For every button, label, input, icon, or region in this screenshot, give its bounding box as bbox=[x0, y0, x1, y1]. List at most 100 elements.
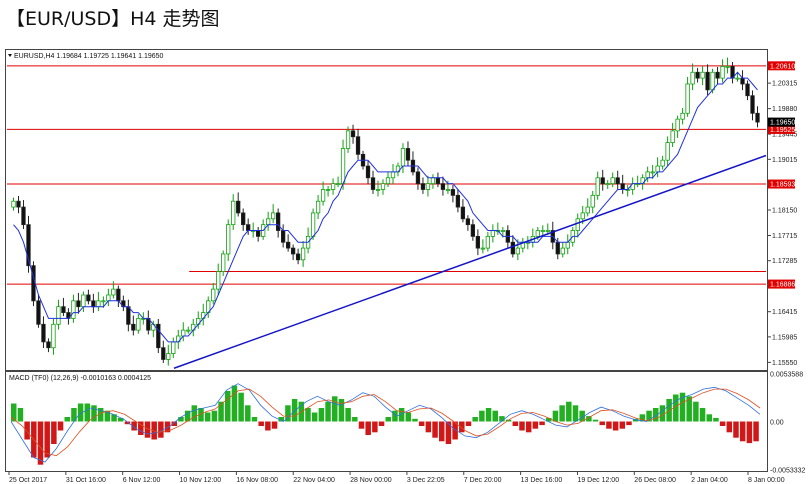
candle-body bbox=[370, 177, 376, 190]
candle-body bbox=[740, 77, 745, 85]
candles bbox=[11, 57, 760, 366]
candle-body bbox=[211, 288, 216, 302]
time-tick-label: 7 Dec 20:00 bbox=[464, 477, 502, 484]
candle-body bbox=[425, 183, 431, 190]
candle-body bbox=[585, 206, 590, 214]
macd-bar bbox=[472, 417, 478, 422]
candle-body bbox=[236, 200, 241, 214]
sma-path bbox=[13, 71, 758, 343]
candle-body bbox=[575, 218, 580, 231]
candle-body bbox=[106, 294, 111, 302]
candle-body bbox=[355, 136, 361, 155]
candle-body bbox=[11, 200, 16, 208]
candle-body bbox=[650, 171, 655, 174]
macd-bar bbox=[218, 401, 224, 422]
level-badge-label: 1.16886 bbox=[770, 282, 795, 289]
macd-bar bbox=[64, 417, 70, 422]
candle-body bbox=[36, 300, 41, 325]
candle-body bbox=[590, 194, 595, 208]
price-tick-label: 1.15985 bbox=[772, 334, 797, 341]
candle-body bbox=[380, 183, 386, 190]
macd-bar bbox=[198, 408, 204, 422]
symbol-header: EURUSD,H4 1.19684 1.19725 1.19641 1.1965… bbox=[14, 53, 164, 60]
macd-bar bbox=[225, 390, 231, 422]
candle-body bbox=[335, 183, 341, 186]
macd-bar bbox=[171, 421, 177, 426]
level-badge-bg bbox=[768, 124, 795, 134]
macd-bar bbox=[211, 410, 218, 422]
macd-bar bbox=[118, 417, 124, 422]
candle-body bbox=[595, 177, 600, 196]
macd-bar bbox=[278, 417, 284, 422]
level-badge-bg bbox=[768, 279, 795, 289]
candle-body bbox=[295, 253, 301, 261]
candle-body bbox=[535, 230, 540, 237]
candle-body bbox=[600, 177, 605, 185]
candle-body bbox=[500, 230, 505, 232]
candle-body bbox=[285, 241, 291, 249]
price-tick-label: 1.20315 bbox=[772, 81, 797, 88]
header-dropdown-icon[interactable] bbox=[8, 54, 12, 57]
candle-body bbox=[580, 212, 585, 220]
price-tick-label: 1.17715 bbox=[772, 233, 797, 240]
macd-bar bbox=[124, 421, 131, 425]
candle-body bbox=[435, 177, 441, 185]
candle-body bbox=[720, 66, 725, 79]
macd-bar bbox=[659, 405, 666, 422]
candle-body bbox=[610, 177, 615, 185]
macd-bar bbox=[579, 410, 585, 422]
macd-bar bbox=[572, 405, 579, 422]
time-axis-labels: 25 Oct 2017 31 Oct 16:00 6 Nov 12:00 10 Nov… bbox=[8, 471, 785, 484]
candle-body bbox=[555, 241, 560, 255]
price-tick-label: 1.16415 bbox=[772, 309, 797, 316]
candle-body bbox=[515, 247, 520, 255]
macd-bar bbox=[245, 405, 251, 422]
time-tick-label: 26 Dec 08:00 bbox=[634, 477, 676, 484]
price-tick-label: 1.19880 bbox=[772, 106, 797, 113]
macd-bar bbox=[305, 408, 311, 422]
candle-body bbox=[460, 206, 466, 220]
candle-body bbox=[340, 148, 346, 185]
candle-body bbox=[256, 230, 261, 237]
macd-bar bbox=[291, 399, 298, 422]
macd-bar bbox=[91, 405, 97, 422]
macd-bar bbox=[97, 408, 104, 422]
macd-bar bbox=[639, 414, 646, 422]
time-tick-label: 22 Nov 04:00 bbox=[293, 477, 335, 484]
price-axis-labels: 1.20315 1.19880 1.19445 1.19015 1.18150 1.177… bbox=[767, 81, 797, 367]
macd-bar bbox=[746, 421, 753, 444]
candle-body bbox=[450, 189, 456, 196]
candle-body bbox=[116, 288, 121, 302]
candle-body bbox=[465, 218, 471, 226]
candle-body bbox=[226, 224, 231, 255]
candle-body bbox=[315, 200, 321, 214]
macd-bar bbox=[358, 421, 365, 429]
macd-bar bbox=[405, 412, 412, 422]
candle-body bbox=[485, 235, 491, 249]
candle-body bbox=[725, 66, 730, 68]
time-tick-label: 3 Dec 22:05 bbox=[407, 477, 445, 484]
macd-bar bbox=[452, 421, 458, 440]
macd-bar bbox=[352, 417, 358, 422]
candle-body bbox=[660, 159, 665, 167]
macd-bar bbox=[372, 421, 378, 433]
macd-bar bbox=[653, 408, 659, 422]
macd-tick-label: -0.0053332 bbox=[770, 467, 806, 474]
macd-bar bbox=[552, 410, 559, 422]
macd-bar bbox=[11, 403, 17, 422]
level-lines bbox=[7, 65, 766, 285]
macd-line bbox=[10, 383, 761, 463]
sma-line bbox=[13, 71, 758, 343]
candle-body bbox=[445, 189, 451, 191]
candle-body bbox=[400, 148, 406, 167]
price-tick-label: 1.15550 bbox=[772, 360, 797, 367]
candle-body bbox=[750, 95, 755, 114]
macd-bar bbox=[519, 421, 525, 431]
macd-bar bbox=[131, 421, 137, 431]
macd-bar bbox=[492, 410, 498, 422]
candle-body bbox=[275, 212, 281, 231]
macd-bar bbox=[265, 421, 271, 431]
candle-body bbox=[41, 323, 46, 343]
candle-body bbox=[680, 112, 685, 120]
